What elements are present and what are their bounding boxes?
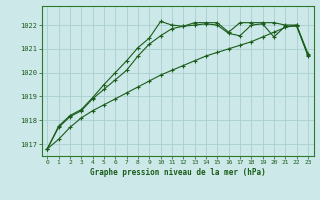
X-axis label: Graphe pression niveau de la mer (hPa): Graphe pression niveau de la mer (hPa): [90, 168, 266, 177]
